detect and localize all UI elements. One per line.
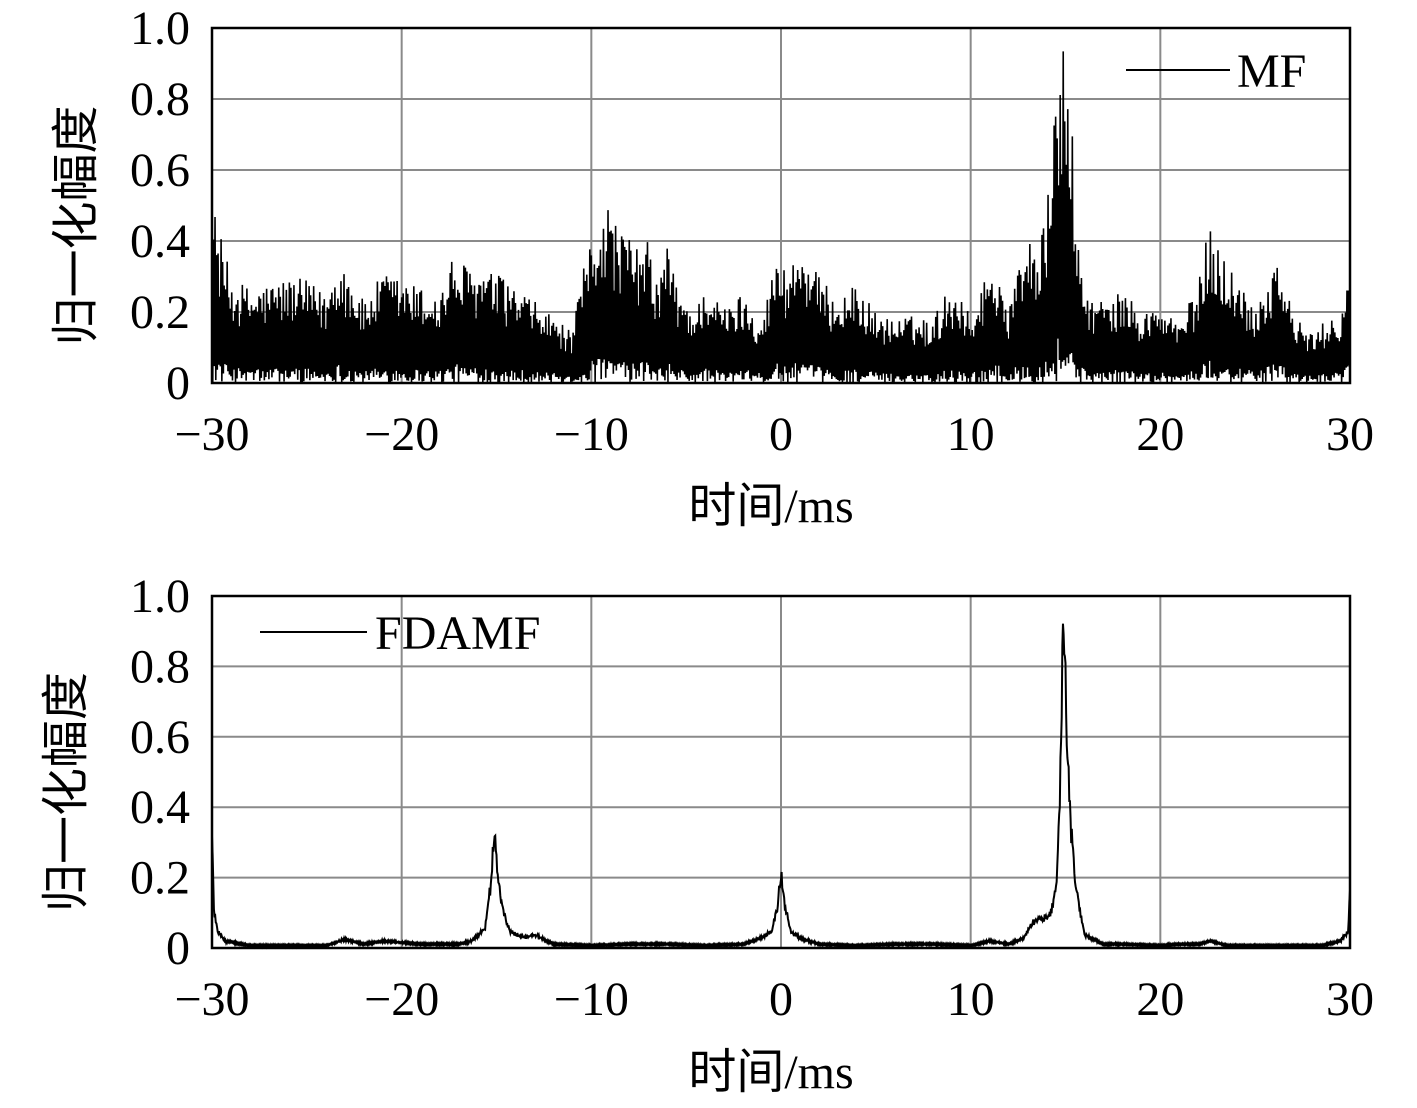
x-tick-label: 30 [1326,408,1374,461]
x-axis-label: 时间/ms [688,480,853,533]
tick-labels: −30 −20 −10 0 10 20 30 0 0.2 0.4 0.6 0.8 1.0 [130,570,1374,1026]
plot-fdamf: −30 −20 −10 0 10 20 30 0 0.2 0.4 0.6 0.8 1.0 FDAMF 时… [40,570,1374,1099]
series-curve [211,51,1351,384]
y-tick-label: 0 [166,357,190,410]
x-tick-label: 20 [1136,408,1184,461]
y-axis-label: 归一化幅度 [40,672,93,912]
y-tick-label: 0.6 [130,711,190,764]
y-tick-label: 1.0 [130,2,190,55]
x-tick-label: −30 [174,973,249,1026]
plot-mf: −30 −20 −10 0 10 20 30 0 0.2 0.4 0.6 0.8 1.0 MF 时间/m… [50,2,1374,533]
plot-frame [210,26,1352,385]
x-tick-label: −30 [174,408,249,461]
y-tick-label: 0.8 [130,640,190,693]
series-curve [211,623,1351,950]
legend-label: FDAMF [375,607,540,660]
x-tick-label: 30 [1326,973,1374,1026]
y-tick-label: 1.0 [130,570,190,623]
x-tick-label: −20 [364,408,439,461]
legend-label: MF [1237,45,1306,98]
x-tick-label: −10 [554,973,629,1026]
y-tick-label: 0.2 [130,286,190,339]
y-tick-label: 0.8 [130,73,190,126]
x-axis-label: 时间/ms [688,1046,853,1099]
x-tick-label: 10 [947,408,995,461]
y-tick-label: 0.6 [130,144,190,197]
series-line-fdamf [211,623,1351,950]
series-line-mf [211,51,1351,384]
y-tick-label: 0.4 [130,215,190,268]
y-tick-label: 0 [166,922,190,975]
legend: MF [1126,45,1306,98]
y-tick-label: 0.2 [130,852,190,905]
x-tick-label: 0 [769,973,793,1026]
x-tick-label: −10 [554,408,629,461]
legend: FDAMF [260,607,540,660]
x-tick-label: 10 [947,973,995,1026]
x-tick-label: 0 [769,408,793,461]
x-tick-label: −20 [364,973,439,1026]
x-tick-label: 20 [1136,973,1184,1026]
plot-frame [210,594,1352,950]
tick-labels: −30 −20 −10 0 10 20 30 0 0.2 0.4 0.6 0.8 1.0 [130,2,1374,461]
y-tick-label: 0.4 [130,781,190,834]
y-axis-label: 归一化幅度 [50,105,103,345]
